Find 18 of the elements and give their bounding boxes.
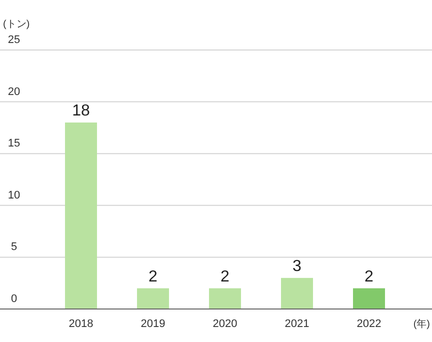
data-label: 18 [72, 102, 90, 120]
x-tick-label: 2021 [284, 318, 310, 330]
x-tick-label: 2019 [140, 318, 166, 330]
x-tick-label: 2018 [68, 318, 94, 330]
y-tick-label: 15 [8, 138, 20, 150]
x-axis-title: (年) [413, 318, 430, 330]
data-label: 2 [364, 268, 374, 286]
x-tick-label: 2020 [212, 318, 238, 330]
data-label: 3 [292, 258, 302, 275]
y-tick-label: 20 [8, 86, 20, 98]
y-tick-label: 10 [8, 189, 20, 202]
data-label: 2 [220, 268, 230, 286]
data-label: 2 [148, 268, 158, 286]
x-tick-label: 2022 [356, 318, 382, 330]
y-tick-label: 0 [10, 293, 18, 305]
y-axis-title: (トン) [3, 19, 30, 30]
y-tick-label: 5 [10, 241, 18, 254]
y-tick-label: 25 [8, 34, 20, 46]
